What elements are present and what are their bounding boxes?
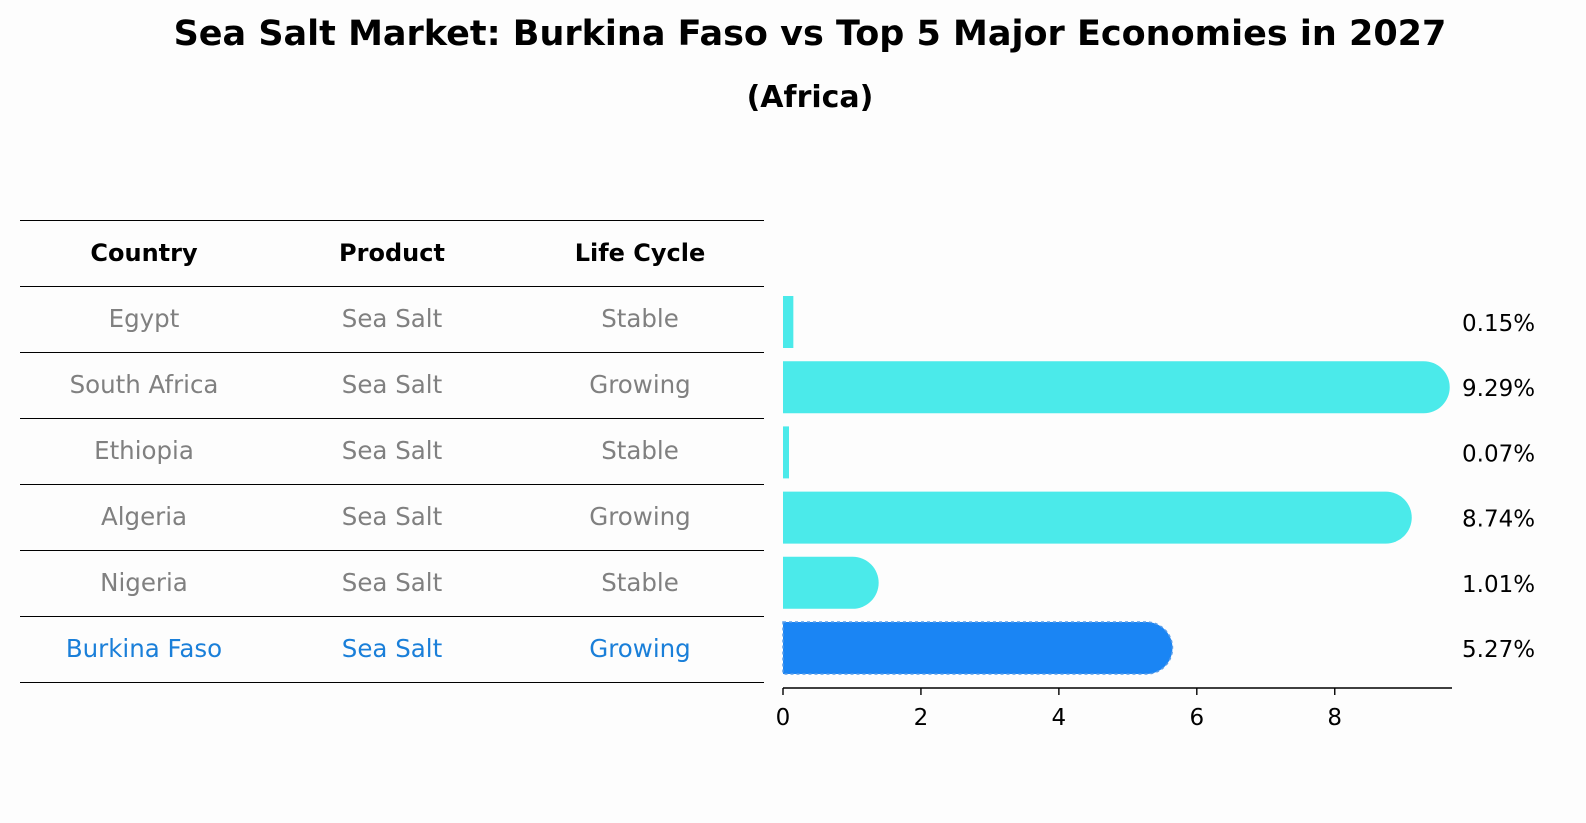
product-cell: Sea Salt (341, 502, 443, 531)
table-rule (20, 616, 764, 617)
life-cycle-cell: Stable (601, 568, 679, 597)
table-rule (20, 484, 764, 485)
product-cell: Sea Salt (341, 304, 443, 333)
table-rule (20, 550, 764, 551)
value-label: 0.07% (1462, 441, 1535, 467)
product-cell: Sea Salt (341, 436, 443, 465)
chart-subtitle: (Africa) (746, 80, 874, 115)
bar-shape (783, 556, 879, 609)
x-tick-label: 0 (776, 705, 791, 731)
bar (782, 621, 1174, 675)
x-tick-label: 2 (914, 705, 929, 731)
life-cycle-header: Life Cycle (574, 239, 706, 267)
table-rule (20, 286, 764, 287)
bar-shape (783, 361, 1450, 414)
x-tick-label: 8 (1327, 705, 1342, 731)
bar (783, 361, 1450, 414)
bar (783, 426, 789, 479)
bar-shape (783, 491, 1412, 544)
country-cell: Egypt (108, 304, 180, 333)
country-header: Country (90, 239, 198, 267)
product-cell: Sea Salt (341, 634, 443, 663)
table-rule (20, 352, 764, 353)
country-cell: Nigeria (100, 568, 188, 597)
country-cell: South Africa (69, 370, 219, 399)
country-cell: Burkina Faso (65, 634, 223, 663)
product-cell: Sea Salt (341, 568, 443, 597)
life-cycle-cell: Growing (589, 634, 691, 663)
life-cycle-cell: Growing (589, 502, 691, 531)
table-rule (20, 682, 764, 683)
chart-title: Sea Salt Market: Burkina Faso vs Top 5 M… (173, 14, 1447, 54)
life-cycle-cell: Growing (589, 370, 691, 399)
country-cell: Algeria (100, 502, 188, 531)
bar (783, 296, 794, 348)
x-tick-label: 4 (1052, 705, 1067, 731)
value-label: 1.01% (1462, 572, 1535, 598)
table-rule (20, 220, 764, 221)
x-tick-label: 6 (1189, 705, 1204, 731)
country-cell: Ethiopia (94, 436, 194, 465)
bar-shape (783, 296, 794, 348)
product-cell: Sea Salt (341, 370, 443, 399)
life-cycle-cell: Stable (601, 304, 679, 333)
bar-shape (783, 426, 789, 479)
value-label: 9.29% (1462, 376, 1535, 402)
value-label: 5.27% (1462, 637, 1535, 663)
bar (783, 556, 879, 609)
value-label: 0.15% (1462, 311, 1535, 337)
table-rule (20, 418, 764, 419)
value-label: 8.74% (1462, 507, 1535, 533)
bar (783, 491, 1412, 544)
bar-shape (782, 621, 1174, 675)
product-header: Product (339, 239, 445, 267)
life-cycle-cell: Stable (601, 436, 679, 465)
